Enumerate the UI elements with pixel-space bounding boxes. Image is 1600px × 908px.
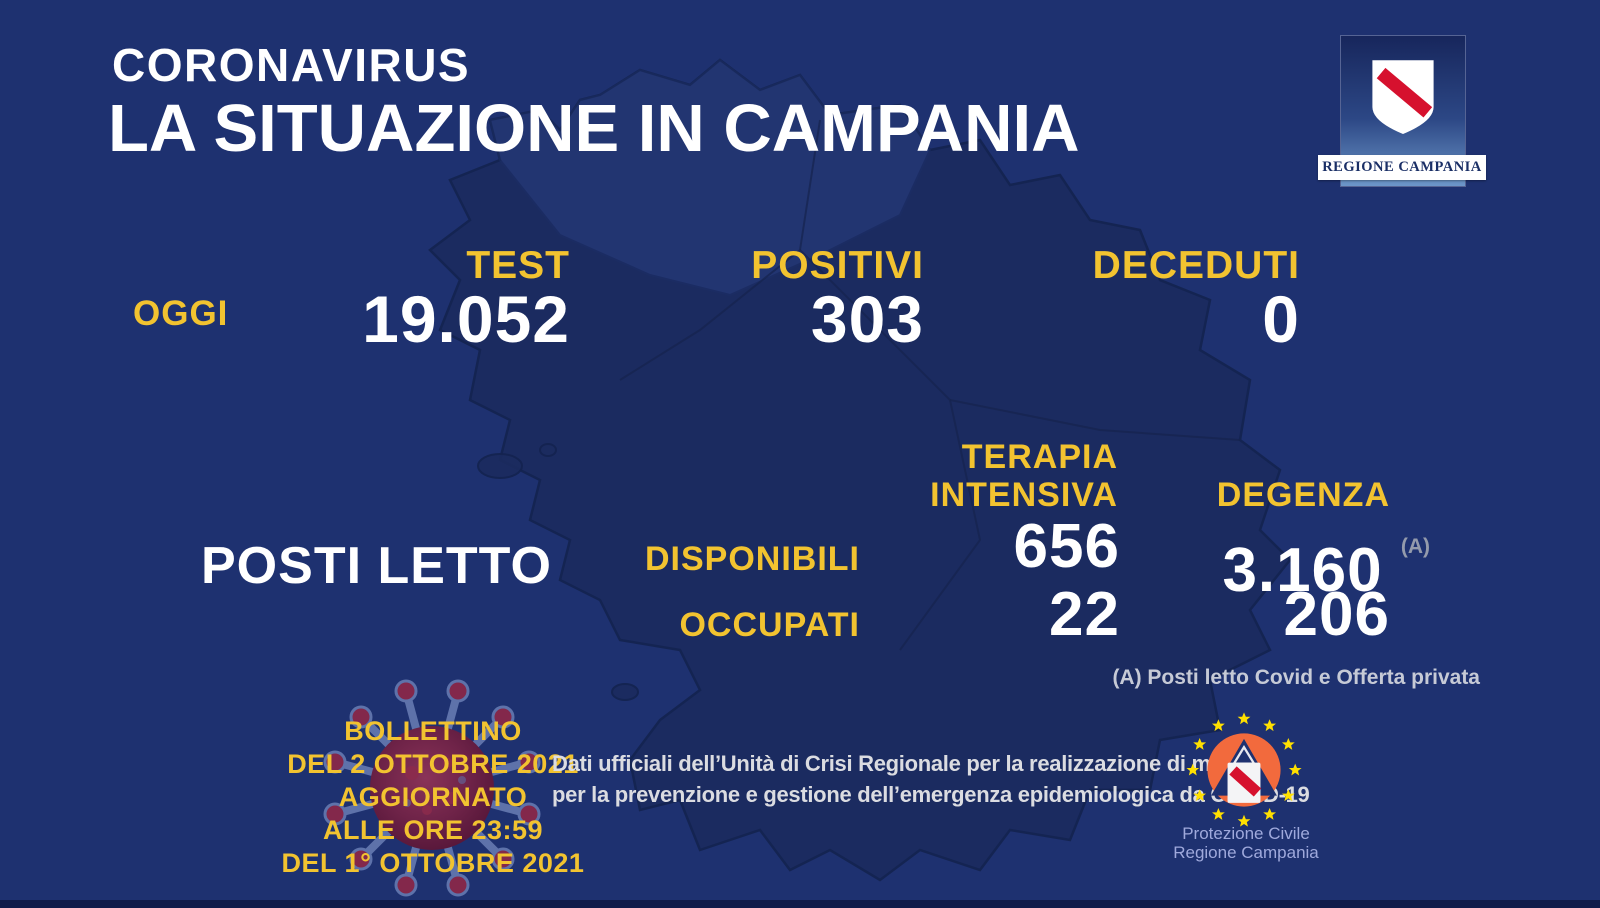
disclaimer-line-2: per la prevenzione e gestione dell’emerg… bbox=[552, 782, 1310, 807]
campania-shield-icon bbox=[1367, 56, 1439, 137]
degenza-note-marker: (A) bbox=[1400, 535, 1430, 558]
value-terapia-occupati: 22 bbox=[1049, 580, 1120, 649]
row-label-oggi: OGGI bbox=[133, 294, 229, 333]
stat-test-value: 19.052 bbox=[362, 282, 570, 356]
bulletin-line-2: DEL 2 OTTOBRE 2021 bbox=[287, 749, 579, 779]
stat-positivi-value: 303 bbox=[810, 282, 924, 356]
bulletin-line-1: BOLLETTINO bbox=[344, 716, 522, 746]
value-terapia-disponibili: 656 bbox=[1013, 512, 1120, 581]
stat-test-label: TEST bbox=[466, 244, 570, 287]
coronavirus-icon bbox=[323, 679, 541, 897]
protezione-civile-logo bbox=[1186, 712, 1302, 827]
row-label-posti-letto: POSTI LETTO bbox=[201, 537, 552, 595]
title-situazione-campania: LA SITUAZIONE IN CAMPANIA bbox=[108, 91, 1080, 166]
bulletin-line-5: DEL 1° OTTOBRE 2021 bbox=[281, 848, 585, 878]
stat-deceduti-value: 0 bbox=[1262, 282, 1300, 356]
row-label-disponibili: DISPONIBILI bbox=[644, 540, 860, 578]
disclaimer-line-1: Dati ufficiali dell’Unità di Crisi Regio… bbox=[552, 751, 1262, 776]
regione-campania-banner: REGIONE CAMPANIA bbox=[1318, 155, 1486, 180]
bulletin-line-3: AGGIORNATO bbox=[338, 782, 528, 812]
pc-caption-line-1: Protezione Civile bbox=[1182, 824, 1310, 843]
title-coronavirus: CORONAVIRUS bbox=[112, 39, 471, 91]
stat-positivi: POSITIVI 303 bbox=[604, 244, 924, 356]
bulletin-date-block: BOLLETTINO DEL 2 OTTOBRE 2021 AGGIORNATO… bbox=[258, 715, 608, 880]
bulletin-line-4: ALLE ORE 23:59 bbox=[322, 815, 544, 845]
value-degenza-occupati: 206 bbox=[1283, 580, 1390, 649]
col-label-intensiva: INTENSIVA bbox=[930, 476, 1118, 514]
col-label-terapia: TERAPIA bbox=[961, 438, 1118, 476]
official-data-disclaimer: Dati ufficiali dell’Unità di Crisi Regio… bbox=[552, 748, 1310, 810]
row-label-occupati: OCCUPATI bbox=[679, 606, 860, 644]
pc-caption-line-2: Regione Campania bbox=[1173, 843, 1319, 862]
stat-positivi-label: POSITIVI bbox=[751, 244, 924, 287]
stat-deceduti-label: DECEDUTI bbox=[1092, 244, 1300, 287]
degenza-footnote: (A) Posti letto Covid e Offerta privata bbox=[1112, 666, 1480, 689]
stat-test: TEST 19.052 bbox=[250, 244, 570, 356]
col-label-degenza: DEGENZA bbox=[1216, 476, 1390, 514]
value-degenza-disponibili: 3.160 (A) bbox=[1090, 516, 1430, 602]
value-degenza-disponibili-number: 3.160 bbox=[1222, 536, 1383, 605]
stat-deceduti: DECEDUTI 0 bbox=[980, 244, 1300, 356]
protezione-civile-caption: Protezione Civile Regione Campania bbox=[1146, 824, 1346, 862]
